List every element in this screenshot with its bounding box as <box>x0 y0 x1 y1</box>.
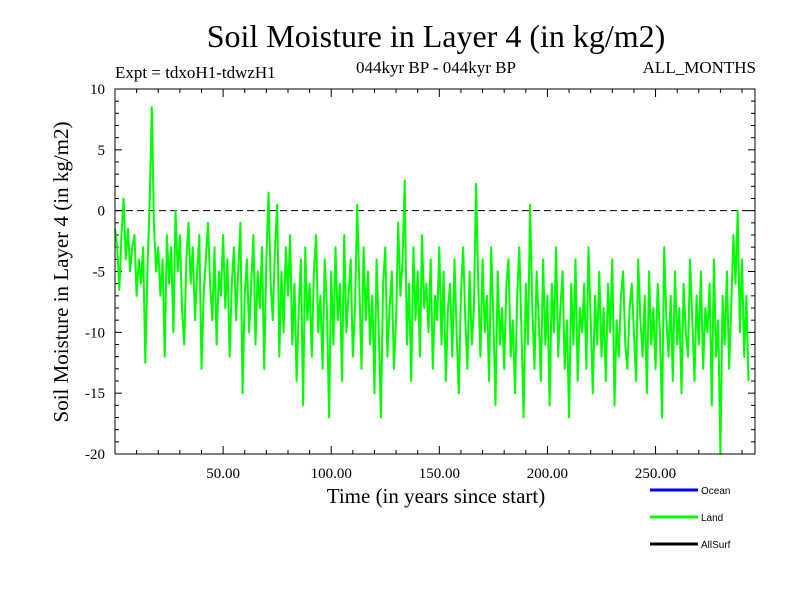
legend-label-land: Land <box>701 513 723 524</box>
y-tick-label: 0 <box>98 204 106 220</box>
x-tick-label: 150.00 <box>419 466 460 482</box>
x-axis: 50.00 100.00 150.00 200.00 250.00 <box>136 89 743 482</box>
y-tick-label: -20 <box>85 447 105 463</box>
experiment-label: Expt = tdxoH1-tdwzH1 <box>115 63 276 82</box>
y-tick-label: 5 <box>98 143 106 159</box>
period-label: 044kyr BP - 044kyr BP <box>356 58 516 77</box>
y-tick-label: -15 <box>85 386 105 402</box>
legend-label-ocean: Ocean <box>701 486 730 497</box>
chart-title: Soil Moisture in Layer 4 (in kg/m2) <box>207 18 666 54</box>
y-axis: 10 5 0 -5 -10 -15 -20 <box>85 82 755 463</box>
plot-frame <box>114 88 756 455</box>
months-label: ALL_MONTHS <box>643 58 756 77</box>
x-tick-label: 250.00 <box>635 466 676 482</box>
y-tick-label: 10 <box>90 82 105 98</box>
x-axis-label: Time (in years since start) <box>327 484 546 508</box>
y-tick-label: -10 <box>85 325 105 341</box>
land-series-line <box>114 106 750 455</box>
x-tick-label: 200.00 <box>527 466 568 482</box>
legend: Ocean Land AllSurf <box>650 486 731 551</box>
x-tick-label: 50.00 <box>206 466 240 482</box>
legend-label-allsurf: AllSurf <box>701 540 731 551</box>
x-tick-label: 100.00 <box>311 466 352 482</box>
y-tick-label: -5 <box>93 265 106 281</box>
y-axis-label: Soil Moisture in Layer 4 (in kg/m2) <box>49 122 73 423</box>
